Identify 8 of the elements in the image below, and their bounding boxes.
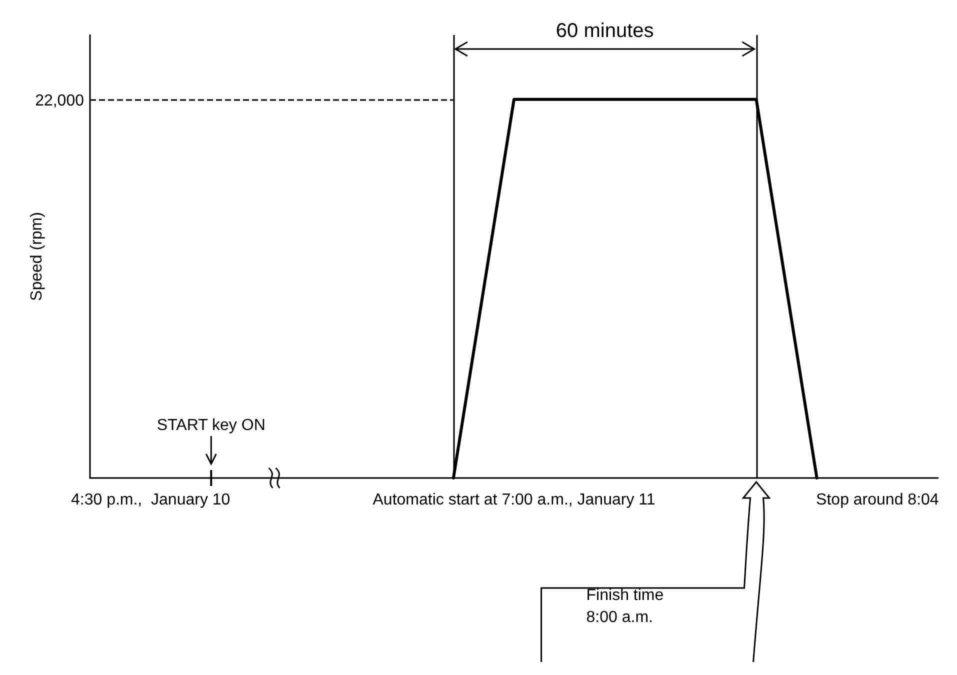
x-tick-label: Automatic start at 7:00 a.m., January 11 — [372, 492, 656, 508]
text: 22,000 — [35, 92, 84, 110]
x-tick-label: Stop around 8:04 — [816, 492, 939, 508]
text: Finish time 8:00 a.m. — [586, 587, 664, 626]
y-axis-title: Speed (rpm) — [28, 212, 46, 301]
text: 60 minutes — [556, 20, 654, 42]
annotation: START key ON — [156, 417, 266, 434]
x-tick-label: 4:30 p.m., January 10 — [70, 492, 230, 508]
